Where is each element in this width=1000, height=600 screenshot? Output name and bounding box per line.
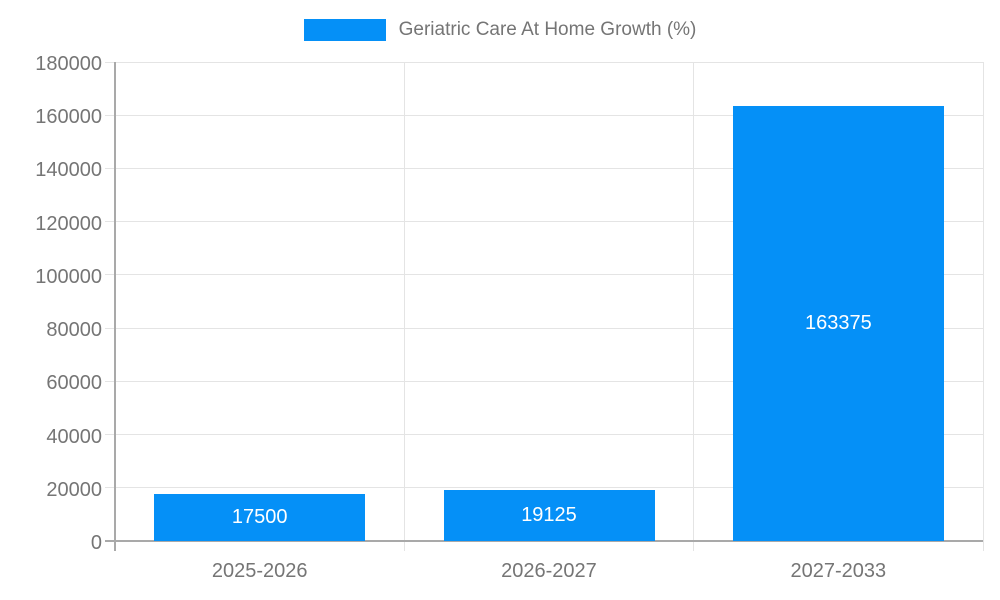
y-tickmark [105, 434, 115, 436]
y-gridline [115, 167, 983, 169]
x-axis-category-label: 2026-2027 [501, 560, 597, 582]
x-tickmark [693, 541, 695, 551]
bar-value-label: 19125 [521, 504, 577, 527]
bar-value-label: 163375 [804, 312, 872, 335]
y-axis-tick-label: 100000 [35, 265, 102, 288]
legend-swatch [303, 19, 386, 41]
x-gridline [693, 62, 695, 541]
y-gridline [115, 380, 983, 382]
x-axis-category-label: 2027-2033 [790, 560, 887, 582]
y-tickmark [105, 487, 115, 489]
x-gridline [403, 62, 405, 541]
y-axis-tick-label: 20000 [46, 478, 102, 501]
y-tickmark [105, 327, 115, 329]
x-gridline [982, 62, 984, 541]
y-axis-tick-label: 140000 [35, 159, 102, 182]
y-axis-line [114, 62, 116, 541]
y-tickmark [105, 167, 115, 169]
y-gridline [115, 274, 983, 276]
y-gridline [115, 221, 983, 223]
y-axis-tick-label: 160000 [35, 106, 102, 129]
y-axis-tick-label: 120000 [35, 212, 102, 235]
x-tickmark [403, 541, 405, 551]
bar-value-label: 17500 [231, 506, 288, 529]
y-axis-tick-label: 180000 [35, 53, 102, 75]
y-tickmark [105, 380, 115, 382]
y-axis-tick-label: 40000 [46, 425, 102, 448]
y-gridline [115, 114, 983, 116]
y-axis-tick-label: 60000 [46, 372, 102, 395]
y-gridline [115, 487, 983, 489]
y-tickmark [105, 114, 115, 116]
y-tickmark [105, 274, 115, 276]
bar-2025-2026[interactable]: 17500 [154, 494, 366, 541]
x-axis-line [105, 540, 983, 542]
y-axis-tick-label: 80000 [46, 319, 102, 342]
y-axis-tick-label: 0 [90, 532, 102, 554]
y-gridline [115, 61, 983, 63]
legend-label: Geriatric Care At Home Growth (%) [398, 19, 697, 40]
x-tickmark [114, 541, 116, 551]
y-tickmark [105, 61, 115, 63]
y-gridline [115, 327, 983, 329]
y-gridline [115, 434, 983, 436]
bar-2027-2033[interactable]: 163375 [732, 106, 944, 541]
x-tickmark [982, 541, 984, 551]
y-tickmark [105, 221, 115, 223]
x-axis-category-label: 2025-2026 [211, 560, 308, 582]
chart-legend[interactable]: Geriatric Care At Home Growth (%) [0, 19, 1000, 41]
bar-2026-2027[interactable]: 19125 [443, 490, 655, 541]
